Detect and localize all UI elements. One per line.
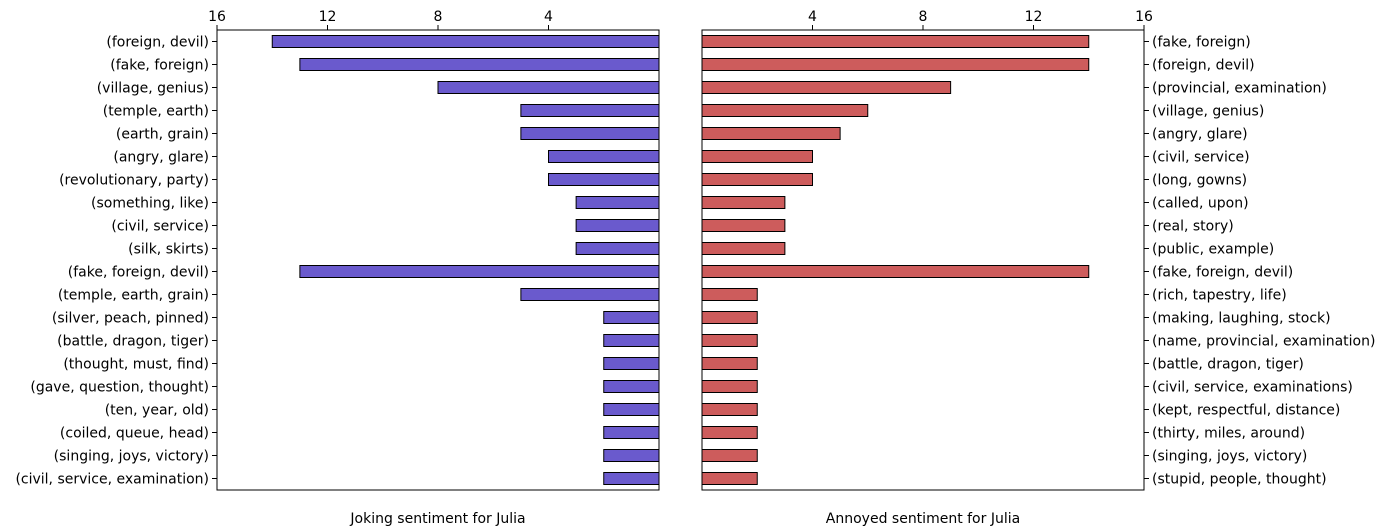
bar: [548, 150, 660, 163]
category-label: (making, laughing, stock): [1152, 311, 1331, 327]
annoyed-panel: 4 8 12 16 (fake, foreign) (foreign, devil) (pr…: [701, 9, 1375, 527]
bar: [701, 311, 758, 324]
bar: [520, 104, 660, 117]
bar: [701, 357, 758, 370]
bar: [701, 242, 786, 255]
bar: [701, 196, 786, 209]
category-label: (name, provincial, examination): [1152, 334, 1375, 350]
bar: [520, 288, 660, 301]
bar: [603, 380, 660, 393]
category-label: (fake, foreign, devil): [68, 265, 209, 281]
category-label: (singing, joys, victory): [54, 449, 209, 465]
category-label: (kept, respectful, distance): [1152, 403, 1340, 419]
x-tick-label: 16: [1135, 9, 1153, 25]
category-label: (village, genius): [97, 81, 209, 97]
x-tick-label: 8: [919, 9, 928, 25]
bar: [701, 104, 869, 117]
category-label: (long, gowns): [1152, 173, 1247, 189]
category-label: (battle, dragon, tiger): [1152, 357, 1304, 373]
bar: [701, 426, 758, 439]
category-label: (civil, service, examinations): [1152, 380, 1353, 396]
bar: [603, 426, 660, 439]
bar: [575, 196, 660, 209]
category-label: (stupid, people, thought): [1152, 472, 1327, 488]
bar: [575, 219, 660, 232]
x-axis-label: Joking sentiment for Julia: [349, 511, 525, 527]
category-label: (temple, earth): [103, 104, 209, 120]
bar: [701, 403, 758, 416]
bar: [701, 58, 1090, 71]
category-label: (something, like): [91, 196, 209, 212]
joking-panel: 16 12 8 4 (foreign, devil) (fake, foreign) (vi…: [15, 9, 660, 527]
bar: [701, 35, 1090, 48]
bar: [701, 380, 758, 393]
plot-frame: [701, 29, 1145, 491]
category-label: (village, genius): [1152, 104, 1264, 120]
category-label: (revolutionary, party): [59, 173, 209, 189]
bar: [603, 311, 660, 324]
category-label: (public, example): [1152, 242, 1274, 258]
bar: [701, 265, 1090, 278]
bar: [299, 265, 660, 278]
category-label: (temple, earth, grain): [58, 288, 209, 304]
category-label: (battle, dragon, tiger): [57, 334, 209, 350]
bar: [701, 334, 758, 347]
bar: [701, 288, 758, 301]
bar: [548, 173, 660, 186]
x-tick-label: 4: [808, 9, 817, 25]
category-label: (called, upon): [1152, 196, 1249, 212]
bar: [701, 150, 813, 163]
category-label: (angry, glare): [1152, 127, 1248, 143]
category-label: (earth, grain): [116, 127, 209, 143]
category-label: (angry, glare): [113, 150, 209, 166]
category-label: (provincial, examination): [1152, 81, 1327, 97]
bar: [603, 334, 660, 347]
category-label: (real, story): [1152, 219, 1234, 235]
category-label: (thought, must, find): [63, 357, 209, 373]
category-label: (ten, year, old): [105, 403, 209, 419]
category-label: (foreign, devil): [106, 35, 209, 51]
x-tick-label: 12: [319, 9, 337, 25]
category-label: (fake, foreign, devil): [1152, 265, 1293, 281]
bar: [701, 173, 813, 186]
plot-frame: [216, 29, 660, 491]
bar: [603, 357, 660, 370]
bar: [701, 219, 786, 232]
bar: [299, 58, 660, 71]
category-label: (fake, foreign): [1152, 35, 1251, 51]
bar: [701, 81, 952, 94]
category-label: (rich, tapestry, life): [1152, 288, 1287, 304]
category-label: (gave, question, thought): [30, 380, 209, 396]
x-axis-label: Annoyed sentiment for Julia: [826, 511, 1020, 527]
category-label: (singing, joys, victory): [1152, 449, 1307, 465]
category-label: (silver, peach, pinned): [52, 311, 209, 327]
bar: [271, 35, 660, 48]
category-label: (civil, service): [1152, 150, 1250, 166]
category-label: (thirty, miles, around): [1152, 426, 1305, 442]
category-label: (coiled, queue, head): [60, 426, 209, 442]
bar: [701, 449, 758, 462]
bar: [520, 127, 660, 140]
x-tick-label: 12: [1025, 9, 1043, 25]
x-tick-label: 4: [544, 9, 553, 25]
bar: [603, 449, 660, 462]
bar: [701, 127, 841, 140]
category-label: (civil, service): [111, 219, 209, 235]
bar: [603, 403, 660, 416]
bar: [701, 472, 758, 485]
x-tick-label: 8: [434, 9, 443, 25]
x-tick-label: 16: [208, 9, 226, 25]
bar: [437, 81, 660, 94]
category-label: (fake, foreign): [110, 58, 209, 74]
category-label: (civil, service, examination): [15, 472, 209, 488]
category-label: (silk, skirts): [128, 242, 209, 258]
bar: [603, 472, 660, 485]
category-label: (foreign, devil): [1152, 58, 1255, 74]
bar: [575, 242, 660, 255]
